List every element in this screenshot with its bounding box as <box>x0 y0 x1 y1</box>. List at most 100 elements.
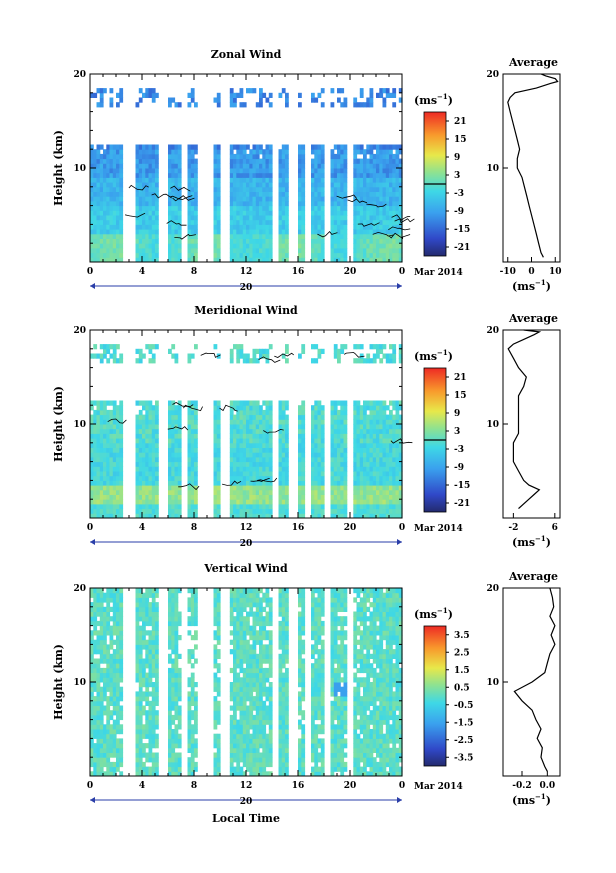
heatmap-cell <box>229 247 234 254</box>
heatmap-cell <box>148 733 153 739</box>
heatmap-cell <box>93 644 98 650</box>
heatmap-cell <box>233 677 237 683</box>
heatmap-cell <box>229 489 234 495</box>
heatmap-cell <box>174 513 179 519</box>
heatmap-cell <box>151 405 156 411</box>
heatmap-cell <box>106 191 111 197</box>
heatmap-cell <box>376 153 380 160</box>
heatmap-cell <box>255 252 260 258</box>
heatmap-cell <box>262 503 267 510</box>
heatmap-cell <box>255 400 260 406</box>
heatmap-cell <box>112 149 117 155</box>
heatmap-cell <box>96 667 101 674</box>
heatmap-cell <box>285 186 289 192</box>
heatmap-cell <box>119 686 124 692</box>
heatmap-cell <box>376 452 380 458</box>
heatmap-cell <box>168 719 172 725</box>
heatmap-cell <box>151 438 156 444</box>
heatmap-cell <box>148 238 153 244</box>
heatmap-cell <box>259 405 263 411</box>
heatmap-cell <box>155 639 159 645</box>
heatmap-cell <box>242 503 247 510</box>
heatmap-cell <box>278 438 283 444</box>
heatmap-cell <box>194 252 198 258</box>
heatmap-cell <box>376 400 380 406</box>
heatmap-cell <box>333 348 338 354</box>
heatmap-cell <box>213 719 218 725</box>
heatmap-cell <box>103 705 107 711</box>
heatmap-cell <box>229 447 234 453</box>
heatmap-cell <box>138 494 143 500</box>
heatmap-cell <box>112 489 117 495</box>
heatmap-cell <box>337 499 341 505</box>
heatmap-cell <box>317 200 322 207</box>
heatmap-cell <box>242 102 247 108</box>
heatmap-cell <box>236 177 241 183</box>
heatmap-cell <box>320 229 325 235</box>
heatmap-cell <box>151 705 156 711</box>
heatmap-cell <box>148 405 153 411</box>
heatmap-cell <box>213 158 218 164</box>
heatmap-cell <box>96 219 101 225</box>
heatmap-cell <box>363 494 367 500</box>
heatmap-cell <box>392 424 397 430</box>
heatmap-cell <box>252 200 257 207</box>
heatmap-cell <box>233 200 237 207</box>
heatmap-cell <box>90 257 94 263</box>
heatmap-cell <box>376 471 380 477</box>
heatmap-cell <box>177 761 182 768</box>
heatmap-cell <box>93 219 98 225</box>
heatmap-cell <box>320 480 325 486</box>
heatmap-cell <box>395 200 400 207</box>
heatmap-cell <box>337 229 341 235</box>
heatmap-cell <box>353 414 358 420</box>
heatmap-cell <box>187 588 192 594</box>
heatmap-cell <box>330 163 335 169</box>
heatmap-cell <box>138 738 143 744</box>
heatmap-cell <box>106 219 111 225</box>
heatmap-cell <box>398 442 403 448</box>
heatmap-cell <box>236 503 241 510</box>
heatmap-cell <box>138 466 143 472</box>
heatmap-cell <box>151 424 156 430</box>
heatmap-cell <box>190 649 195 655</box>
heatmap-cell <box>190 747 195 753</box>
heatmap-cell <box>372 238 377 244</box>
contour-line <box>170 195 193 201</box>
heatmap-cell <box>168 102 172 108</box>
heatmap-cell <box>314 257 319 263</box>
heatmap-cell <box>281 494 286 500</box>
heatmap-cell <box>216 257 221 263</box>
heatmap-cell <box>135 625 140 631</box>
heatmap-cell <box>109 438 114 444</box>
heatmap-cell <box>135 513 140 519</box>
heatmap-cell <box>301 513 306 519</box>
heatmap-cell <box>229 158 234 164</box>
heatmap-cell <box>177 743 182 749</box>
heatmap-cell <box>236 625 241 631</box>
heatmap-cell <box>233 503 237 510</box>
heatmap-cell <box>93 729 98 735</box>
heatmap-cell <box>337 513 341 519</box>
heatmap-cell <box>242 592 247 598</box>
heatmap-cell <box>395 177 400 183</box>
heatmap-cell <box>236 597 241 603</box>
heatmap-cell <box>278 229 283 235</box>
heatmap-cell <box>239 414 244 420</box>
heatmap-cell <box>174 611 179 617</box>
heatmap-cell <box>343 466 348 472</box>
heatmap-cell <box>138 602 143 608</box>
heatmap-cell <box>99 405 104 411</box>
heatmap-cell <box>281 196 286 202</box>
heatmap-cell <box>174 682 179 688</box>
heatmap-cell <box>171 752 176 758</box>
heatmap-cell <box>379 224 384 230</box>
heatmap-cell <box>311 409 315 416</box>
heatmap-cell <box>278 215 283 221</box>
heatmap-cell <box>106 771 111 777</box>
heatmap-cell <box>376 480 380 486</box>
heatmap-cell <box>353 215 358 221</box>
heatmap-cell <box>268 177 273 183</box>
